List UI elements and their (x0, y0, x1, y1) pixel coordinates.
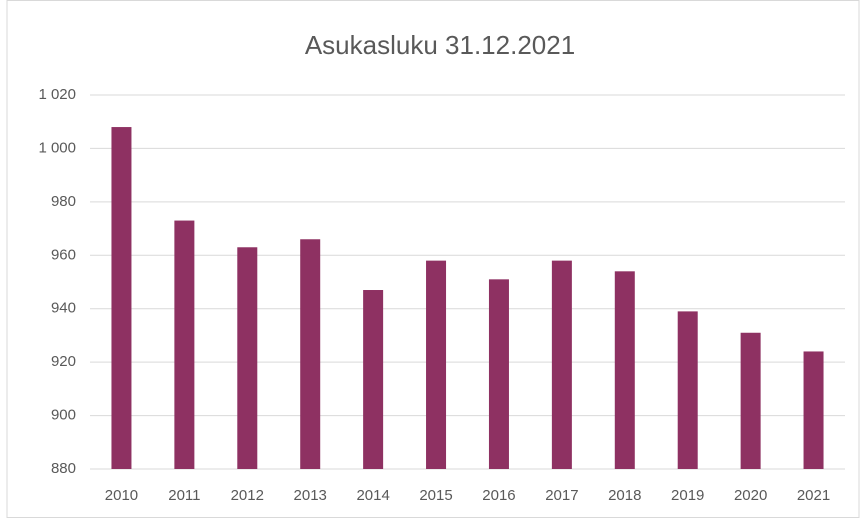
y-tick-label: 1 020 (38, 86, 76, 103)
bar (740, 332, 761, 469)
x-tick-label: 2018 (608, 487, 641, 504)
x-tick-label: 2012 (231, 487, 264, 504)
x-tick-label: 2011 (168, 487, 200, 504)
x-tick-label: 2015 (419, 487, 452, 504)
y-tick-label: 1 000 (38, 139, 76, 156)
x-tick-label: 2021 (797, 487, 830, 504)
bar (803, 351, 824, 469)
bar (614, 271, 635, 469)
bar (174, 220, 195, 469)
bar (551, 260, 572, 469)
y-tick-label: 980 (51, 193, 76, 210)
y-tick-label: 880 (51, 460, 76, 477)
bar (677, 311, 698, 469)
chart-title: Asukasluku 31.12.2021 (305, 30, 575, 60)
bar (363, 290, 384, 469)
x-tick-label: 2020 (734, 487, 767, 504)
bar (111, 127, 132, 470)
x-tick-label: 2010 (105, 487, 138, 504)
y-tick-label: 900 (51, 407, 76, 424)
y-tick-label: 920 (51, 353, 76, 370)
bar (488, 279, 509, 469)
x-tick-label: 2013 (294, 487, 327, 504)
bar (426, 260, 447, 469)
x-tick-label: 2016 (482, 487, 515, 504)
x-tick-label: 2017 (545, 487, 578, 504)
y-tick-label: 960 (51, 246, 76, 263)
bar (237, 247, 258, 469)
x-tick-label: 2014 (356, 487, 389, 504)
x-tick-label: 2019 (671, 487, 704, 504)
y-tick-label: 940 (51, 300, 76, 317)
bar (300, 239, 321, 469)
